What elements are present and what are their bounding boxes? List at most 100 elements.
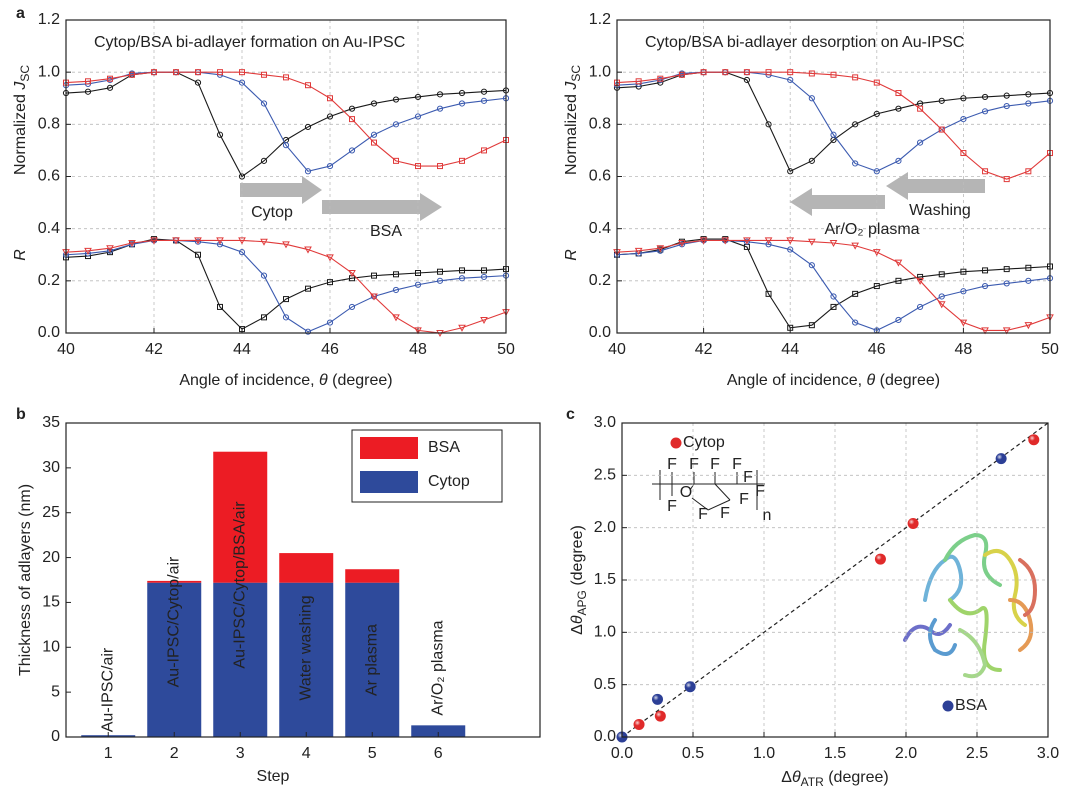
marker: [938, 271, 945, 278]
structure-label: F: [689, 456, 699, 473]
marker: [872, 249, 881, 257]
marker: [960, 288, 967, 295]
x-tick-label: 3: [236, 745, 245, 762]
y-axis-label: R: [563, 249, 580, 261]
marker: [894, 259, 903, 267]
marker: [830, 131, 837, 138]
marker: [195, 251, 201, 258]
y-tick-label: 0.0: [589, 324, 611, 341]
y-axis-label: Normalized JSC: [563, 65, 583, 175]
marker: [852, 160, 859, 167]
marker: [195, 69, 201, 76]
plot-frame: [65, 422, 541, 738]
y-axis-label: ΔθAPG (degree): [569, 525, 589, 635]
x-axis-label: ΔθATR (degree): [781, 769, 888, 789]
marker: [239, 326, 245, 333]
marker: [260, 238, 268, 246]
structure-label: F: [710, 456, 720, 473]
marker: [765, 121, 772, 128]
x-tick-label: 5: [368, 745, 377, 762]
arrow: [240, 176, 322, 204]
point-highlight: [654, 710, 666, 722]
marker: [678, 71, 685, 78]
marker: [937, 301, 946, 309]
marker: [371, 139, 377, 146]
point-highlight: [633, 718, 645, 730]
x-tick-label: 0.5: [682, 745, 704, 762]
marker: [765, 69, 772, 76]
panel-label: c: [566, 406, 575, 423]
x-axis-label: Angle of incidence, θ (degree): [179, 372, 392, 389]
marker: [1025, 277, 1032, 284]
marker: [808, 95, 815, 102]
y-tick-label: 0: [51, 728, 60, 745]
bar: [147, 582, 202, 737]
marker: [458, 100, 466, 107]
x-tick-label: 1.5: [824, 745, 846, 762]
label-part: Normalized: [12, 90, 29, 175]
bar: [213, 451, 268, 583]
marker: [1003, 176, 1010, 183]
marker: [305, 82, 311, 89]
point-highlight: [907, 517, 919, 529]
marker: [1003, 102, 1010, 110]
fit-line: [616, 239, 1051, 331]
marker: [84, 88, 92, 95]
marker: [678, 240, 686, 248]
bond: [707, 499, 731, 511]
marker: [830, 71, 837, 78]
marker: [84, 247, 92, 255]
marker: [1003, 266, 1010, 273]
x-tick-label: 48: [409, 341, 427, 358]
x-tick-label: 4: [302, 745, 311, 762]
marker: [239, 69, 245, 76]
marker: [370, 100, 378, 107]
marker: [481, 147, 487, 154]
marker: [392, 121, 400, 128]
marker: [808, 262, 815, 269]
marker: [326, 113, 334, 120]
y-tick-label: 1.5: [594, 571, 616, 588]
label-part: APG: [575, 590, 589, 615]
x-tick-label: 44: [233, 341, 251, 358]
marker: [808, 322, 815, 329]
marker: [917, 303, 924, 311]
marker: [982, 168, 989, 175]
structure-label: F: [739, 491, 749, 508]
bar-label: Ar/O₂ plasma: [429, 620, 446, 715]
marker: [873, 168, 880, 175]
marker: [392, 314, 400, 322]
marker: [393, 157, 399, 164]
marker: [480, 273, 488, 281]
marker: [700, 69, 707, 76]
marker: [852, 319, 859, 326]
label-part: Normalized: [563, 90, 580, 175]
marker: [851, 242, 859, 250]
label-part: (degree): [824, 769, 889, 786]
marker: [392, 286, 400, 294]
marker: [85, 78, 91, 85]
marker: [129, 71, 135, 78]
marker: [808, 70, 815, 77]
marker: [326, 162, 334, 170]
marker: [873, 110, 880, 118]
x-tick-label: 1.0: [753, 745, 775, 762]
marker: [348, 303, 356, 311]
marker: [283, 74, 289, 81]
marker: [764, 237, 773, 245]
marker: [260, 100, 268, 107]
marker: [283, 296, 289, 303]
marker: [1002, 327, 1011, 335]
arrow: [790, 188, 885, 216]
y-tick-label: 15: [42, 594, 60, 611]
bar-label: Water washing: [297, 595, 314, 700]
y-tick-label: 1.2: [38, 11, 60, 28]
marker: [436, 277, 444, 284]
marker: [151, 69, 157, 76]
marker: [1025, 91, 1032, 98]
marker: [787, 168, 794, 175]
marker: [217, 303, 223, 310]
x-axis-label: Angle of incidence, θ (degree): [727, 372, 940, 389]
marker: [1003, 280, 1010, 287]
marker: [304, 246, 312, 254]
